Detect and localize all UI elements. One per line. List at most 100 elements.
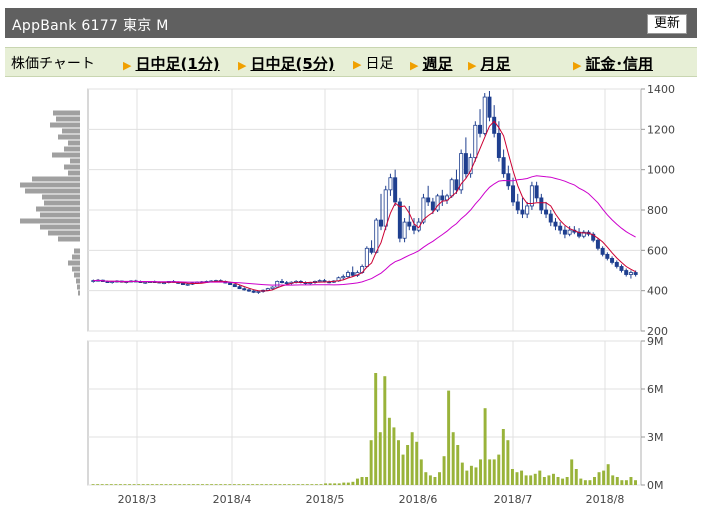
candle: [407, 221, 412, 227]
volume-bar: [182, 484, 186, 485]
volume-profile-bar: [72, 254, 80, 260]
candle: [520, 209, 525, 215]
volume-bar: [428, 475, 432, 485]
candle: [91, 280, 96, 282]
arrow-icon: ▶: [573, 59, 582, 72]
volume-bar: [624, 480, 628, 485]
price-axis-label: 1400: [647, 83, 675, 96]
volume-bar: [214, 484, 218, 485]
volume-bar: [109, 484, 113, 485]
tab-monthly-label: 月足: [480, 55, 511, 73]
volume-bar: [105, 484, 109, 485]
date-axis-label: 2018/3: [118, 493, 157, 506]
candle: [251, 290, 256, 293]
volume-profile-bar: [78, 290, 80, 296]
date-axis-label: 2018/8: [586, 493, 625, 506]
tab-monthly[interactable]: ▶ 月足: [468, 53, 510, 74]
candle: [393, 177, 398, 203]
volume-bar: [292, 484, 296, 485]
candle: [567, 229, 572, 235]
volume-bar: [378, 432, 382, 485]
volume-profile-bar: [58, 134, 80, 140]
candle: [600, 247, 605, 255]
volume-profile-bar: [68, 140, 80, 146]
candle: [374, 219, 379, 253]
candle: [341, 276, 346, 279]
volume-bar: [91, 484, 95, 485]
volume-profile-bar: [64, 146, 80, 152]
volume-bar: [264, 484, 268, 485]
volume-bar: [123, 484, 127, 485]
volume-profile-bar: [77, 284, 80, 290]
refresh-button[interactable]: 更新: [646, 14, 687, 34]
tab-margin[interactable]: ▶ 証金･信用: [573, 53, 653, 74]
candle: [468, 157, 473, 175]
tab-intraday-1min[interactable]: ▶ 日中足(1分): [123, 53, 220, 74]
volume-bar: [159, 484, 163, 485]
volume-bar: [387, 417, 391, 485]
volume-bar: [479, 459, 483, 485]
tab-intraday-5min[interactable]: ▶ 日中足(5分): [238, 53, 335, 74]
volume-profile-bar: [64, 164, 80, 170]
volume-profile-bar: [40, 224, 80, 230]
price-axis-label: 600: [647, 244, 668, 257]
candle: [412, 225, 417, 231]
candle: [605, 253, 610, 259]
candle: [279, 280, 284, 284]
volume-bar: [488, 459, 492, 485]
volume-bar: [232, 484, 236, 485]
volume-bar: [433, 477, 437, 485]
candle: [105, 281, 110, 284]
volume-profile-bar: [48, 230, 80, 236]
volume-profile-bar: [70, 158, 80, 164]
candle: [581, 231, 586, 237]
volume-axis-label: 6M: [647, 383, 664, 396]
volume-bar: [606, 464, 610, 485]
volume-panel: [87, 340, 642, 486]
volume-axis-label: 3M: [647, 431, 664, 444]
volume-profile-bar: [25, 188, 80, 194]
volume-bar: [187, 484, 191, 485]
volume-bar: [551, 473, 555, 485]
moving-average-short-line: [93, 120, 636, 292]
volume-profile-bar: [56, 116, 80, 122]
volume-bar: [100, 484, 104, 485]
candle: [534, 185, 539, 199]
candle: [275, 280, 280, 288]
volume-bar: [579, 478, 583, 485]
volume-bar: [538, 470, 542, 485]
page-title: AppBank 6177 東京 M: [12, 18, 169, 34]
volume-bar: [456, 445, 460, 485]
volume-profile-bar: [58, 236, 80, 242]
volume-profile-bar: [52, 152, 80, 158]
candle: [270, 286, 275, 290]
volume-bar: [506, 440, 510, 485]
volume-bar: [128, 484, 132, 485]
volume-bar: [611, 475, 615, 485]
candle: [610, 257, 615, 263]
candle: [242, 288, 247, 291]
tab-weekly[interactable]: ▶ 週足: [410, 53, 452, 74]
volume-bar: [483, 408, 487, 485]
volume-bar: [561, 478, 565, 485]
volume-bar: [324, 483, 328, 485]
volume-bar: [547, 475, 551, 485]
candle: [350, 272, 355, 276]
volume-bar: [178, 484, 182, 485]
candle: [595, 239, 600, 249]
candle: [369, 247, 374, 253]
candle: [143, 281, 148, 284]
candle: [562, 229, 567, 235]
chart-type-tabs: 株価チャート ▶ 日中足(1分) ▶ 日中足(5分) ▶ 日足 ▶ 週足 ▶ 月足 ▶ 証金…: [5, 47, 697, 77]
candle: [548, 213, 553, 223]
candle: [619, 266, 624, 271]
volume-bar: [342, 482, 346, 485]
candle: [430, 201, 435, 211]
volume-bar: [351, 481, 355, 485]
date-axis-label: 2018/4: [213, 493, 252, 506]
volume-bar: [246, 484, 250, 485]
candle: [185, 283, 190, 286]
candle: [317, 280, 322, 282]
volume-bar: [529, 475, 533, 485]
volume-bar: [114, 484, 118, 485]
